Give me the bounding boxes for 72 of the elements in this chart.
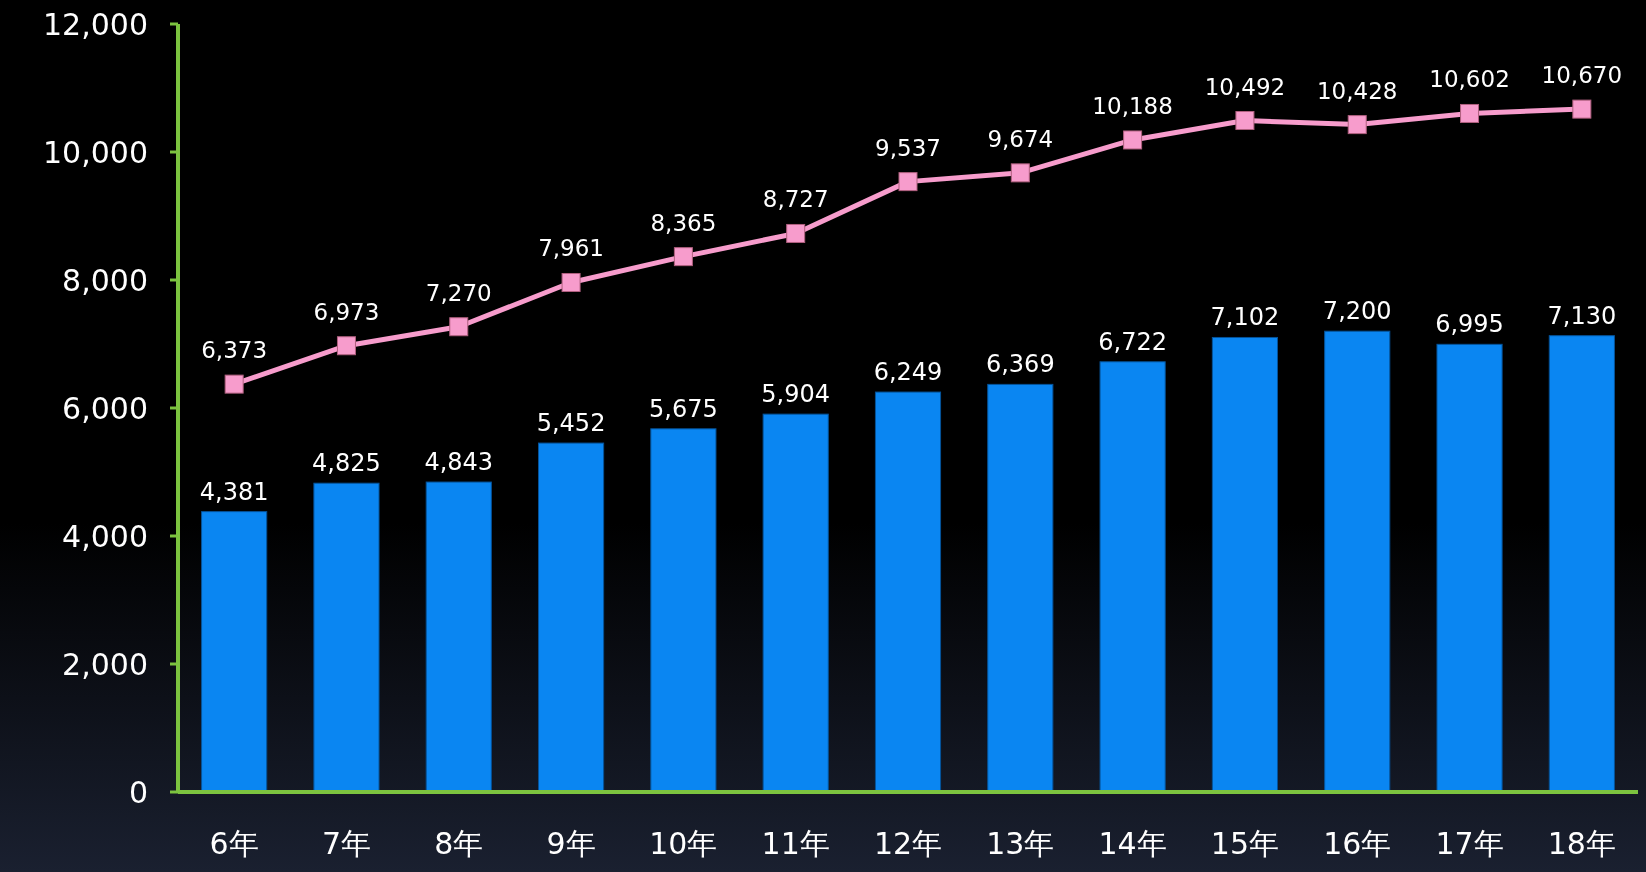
y-tick-label: 2,000 <box>62 646 148 682</box>
data-label: 5,452 <box>536 409 606 438</box>
data-label: 5,675 <box>649 394 718 423</box>
x-tick-label: 16年 <box>1323 826 1392 861</box>
bar <box>538 442 605 793</box>
point <box>898 172 918 192</box>
x-tick-label: 13年 <box>986 826 1055 861</box>
x-tick-label: 15年 <box>1210 826 1280 861</box>
point <box>786 223 806 243</box>
data-label: 10,670 <box>1541 62 1623 89</box>
bar <box>874 391 942 793</box>
data-label: 10,602 <box>1429 66 1510 93</box>
point <box>1460 103 1480 123</box>
bar <box>313 482 380 793</box>
data-label: 7,961 <box>538 235 605 262</box>
data-label: 7,130 <box>1547 301 1617 330</box>
data-label: 8,365 <box>650 209 717 236</box>
data-label: 6,995 <box>1435 310 1504 339</box>
bar <box>1436 343 1503 793</box>
data-label: 7,200 <box>1322 297 1392 326</box>
x-tick-label: 7年 <box>321 826 372 861</box>
bar <box>1211 336 1278 793</box>
y-tick-label: 12,000 <box>43 6 148 42</box>
point <box>224 374 244 394</box>
data-label: 9,674 <box>987 125 1054 152</box>
point <box>336 336 356 356</box>
data-label: 6,249 <box>873 358 943 387</box>
bar <box>1324 330 1391 793</box>
y-tick-label: 4,000 <box>62 518 148 554</box>
point <box>673 247 693 267</box>
x-tick-label: 10年 <box>649 826 718 861</box>
point <box>1572 99 1592 119</box>
data-label: 9,537 <box>875 134 941 161</box>
x-tick-label: 6年 <box>209 826 259 861</box>
data-label: 7,270 <box>425 279 492 306</box>
y-tick-label: 6,000 <box>62 390 148 426</box>
data-label: 7,102 <box>1210 303 1280 332</box>
data-label: 6,369 <box>985 350 1055 379</box>
point <box>561 273 581 292</box>
data-label: 4,381 <box>199 477 269 506</box>
bar <box>1548 335 1615 793</box>
y-tick-label: 10,000 <box>43 134 148 170</box>
x-tick-label: 17年 <box>1435 826 1504 861</box>
x-tick-label: 11年 <box>761 826 830 861</box>
x-tick-label: 18年 <box>1547 826 1616 861</box>
data-label: 4,825 <box>312 449 381 478</box>
data-label: 6,373 <box>201 337 268 364</box>
x-tick-label: 12年 <box>873 826 943 861</box>
bar <box>650 428 717 793</box>
point <box>1010 163 1030 183</box>
data-label: 5,904 <box>761 380 831 409</box>
data-label: 8,727 <box>762 186 829 213</box>
bar <box>762 413 829 793</box>
y-tick-label: 8,000 <box>62 262 148 298</box>
point <box>1235 111 1255 131</box>
data-label: 10,428 <box>1316 77 1398 104</box>
data-label: 10,492 <box>1204 73 1286 100</box>
x-tick-label: 14年 <box>1098 826 1167 861</box>
data-label: 10,188 <box>1092 92 1173 119</box>
bar <box>201 511 268 793</box>
y-tick-label: 0 <box>128 774 148 810</box>
data-label: 6,973 <box>313 298 380 325</box>
point <box>1347 115 1367 135</box>
bar <box>425 481 492 793</box>
data-label: 4,843 <box>424 448 494 477</box>
point <box>449 317 469 337</box>
bar <box>987 383 1054 793</box>
x-tick-label: 8年 <box>434 826 484 861</box>
point <box>1123 130 1143 150</box>
data-label: 6,722 <box>1098 327 1167 356</box>
bar <box>1099 361 1166 793</box>
x-tick-label: 9年 <box>546 826 596 861</box>
